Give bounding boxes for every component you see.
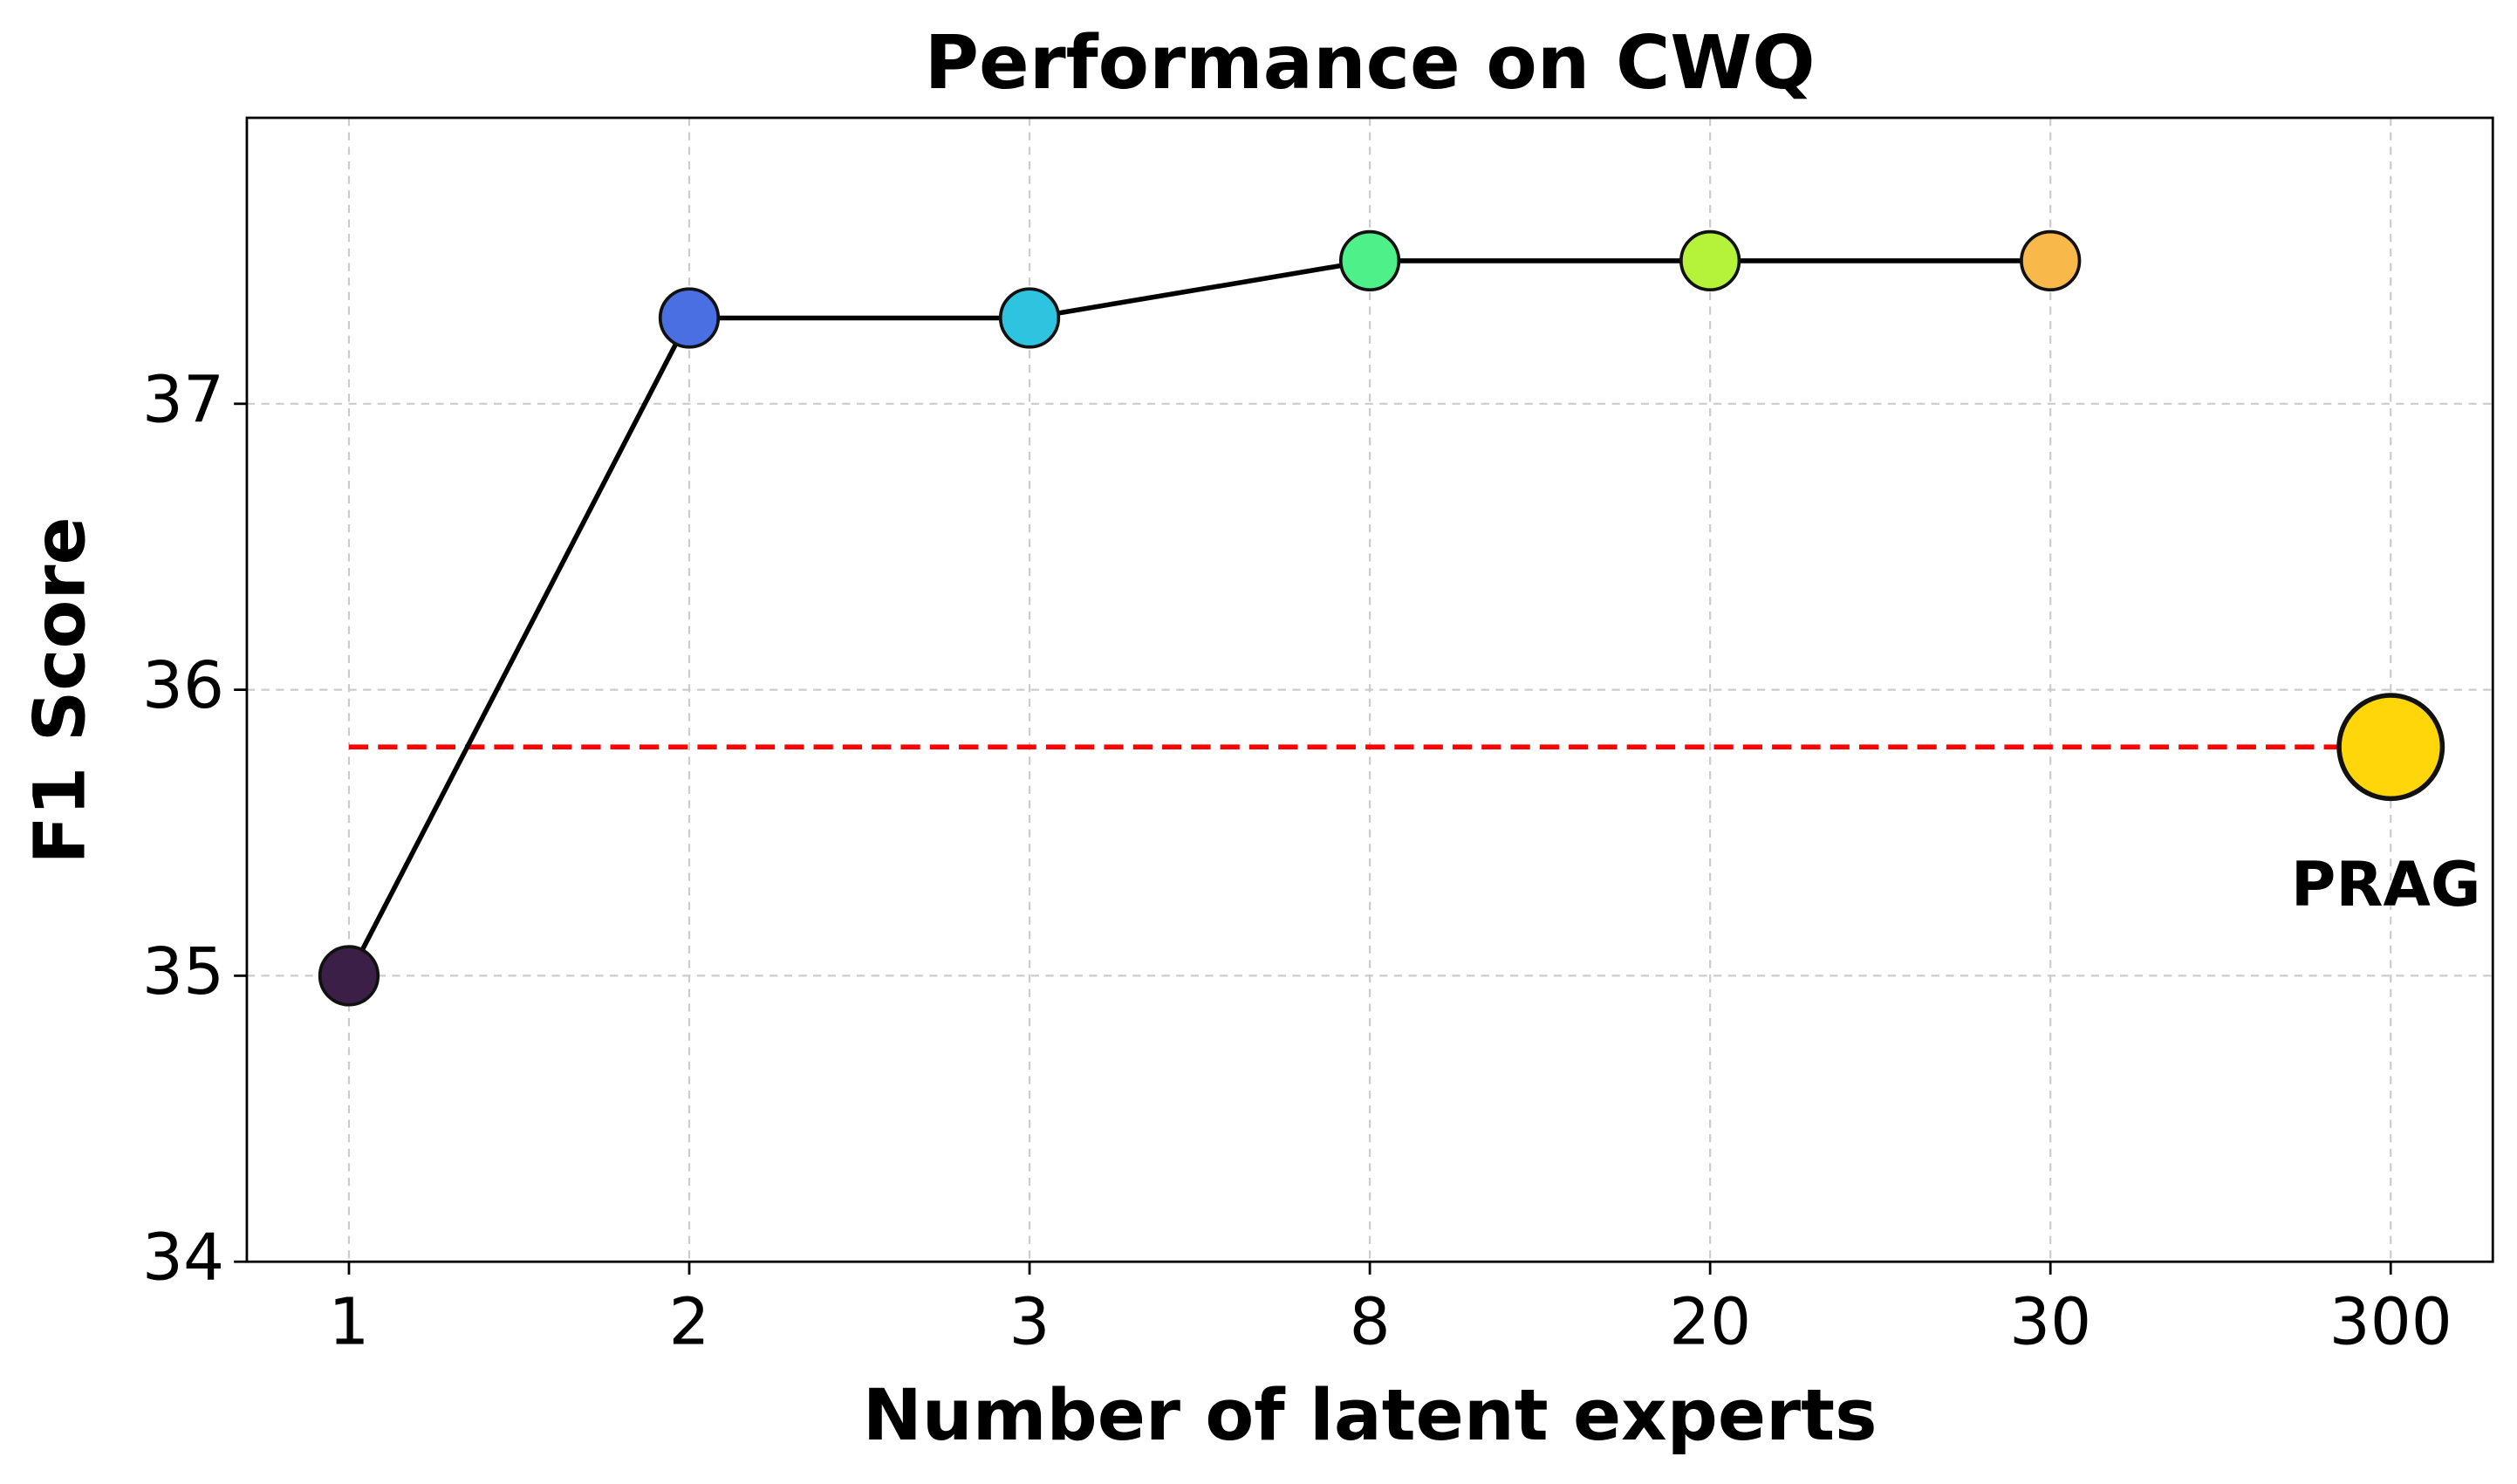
x-tick-label: 20 (1669, 1285, 1751, 1360)
x-tick-label: 1 (328, 1285, 369, 1360)
x-axis-label: Number of latent experts (863, 1374, 1877, 1457)
point (1679, 229, 1741, 292)
x-tick-label: 8 (1350, 1285, 1391, 1360)
y-axis-label: F1 Score (18, 516, 101, 865)
y-tick-label: 36 (142, 648, 224, 723)
x-tick-label: 2 (668, 1285, 709, 1360)
x-tick-label: 3 (1009, 1285, 1050, 1360)
y-tick-label: 37 (142, 362, 224, 437)
x-tick-label: 300 (2329, 1285, 2452, 1360)
point (318, 945, 380, 1007)
baseline-label: PRAG (2291, 849, 2481, 920)
y-tick-label: 34 (142, 1221, 224, 1296)
point (658, 287, 721, 349)
point (998, 287, 1061, 349)
chart-title: Performance on CWQ (925, 20, 1816, 106)
baseline-point (2336, 693, 2445, 802)
y-tick-label: 35 (142, 934, 224, 1009)
point (2020, 229, 2082, 292)
line (346, 258, 2051, 977)
point (1338, 229, 1401, 292)
plot-frame (245, 116, 2494, 1263)
x-tick-label: 30 (2009, 1285, 2091, 1360)
